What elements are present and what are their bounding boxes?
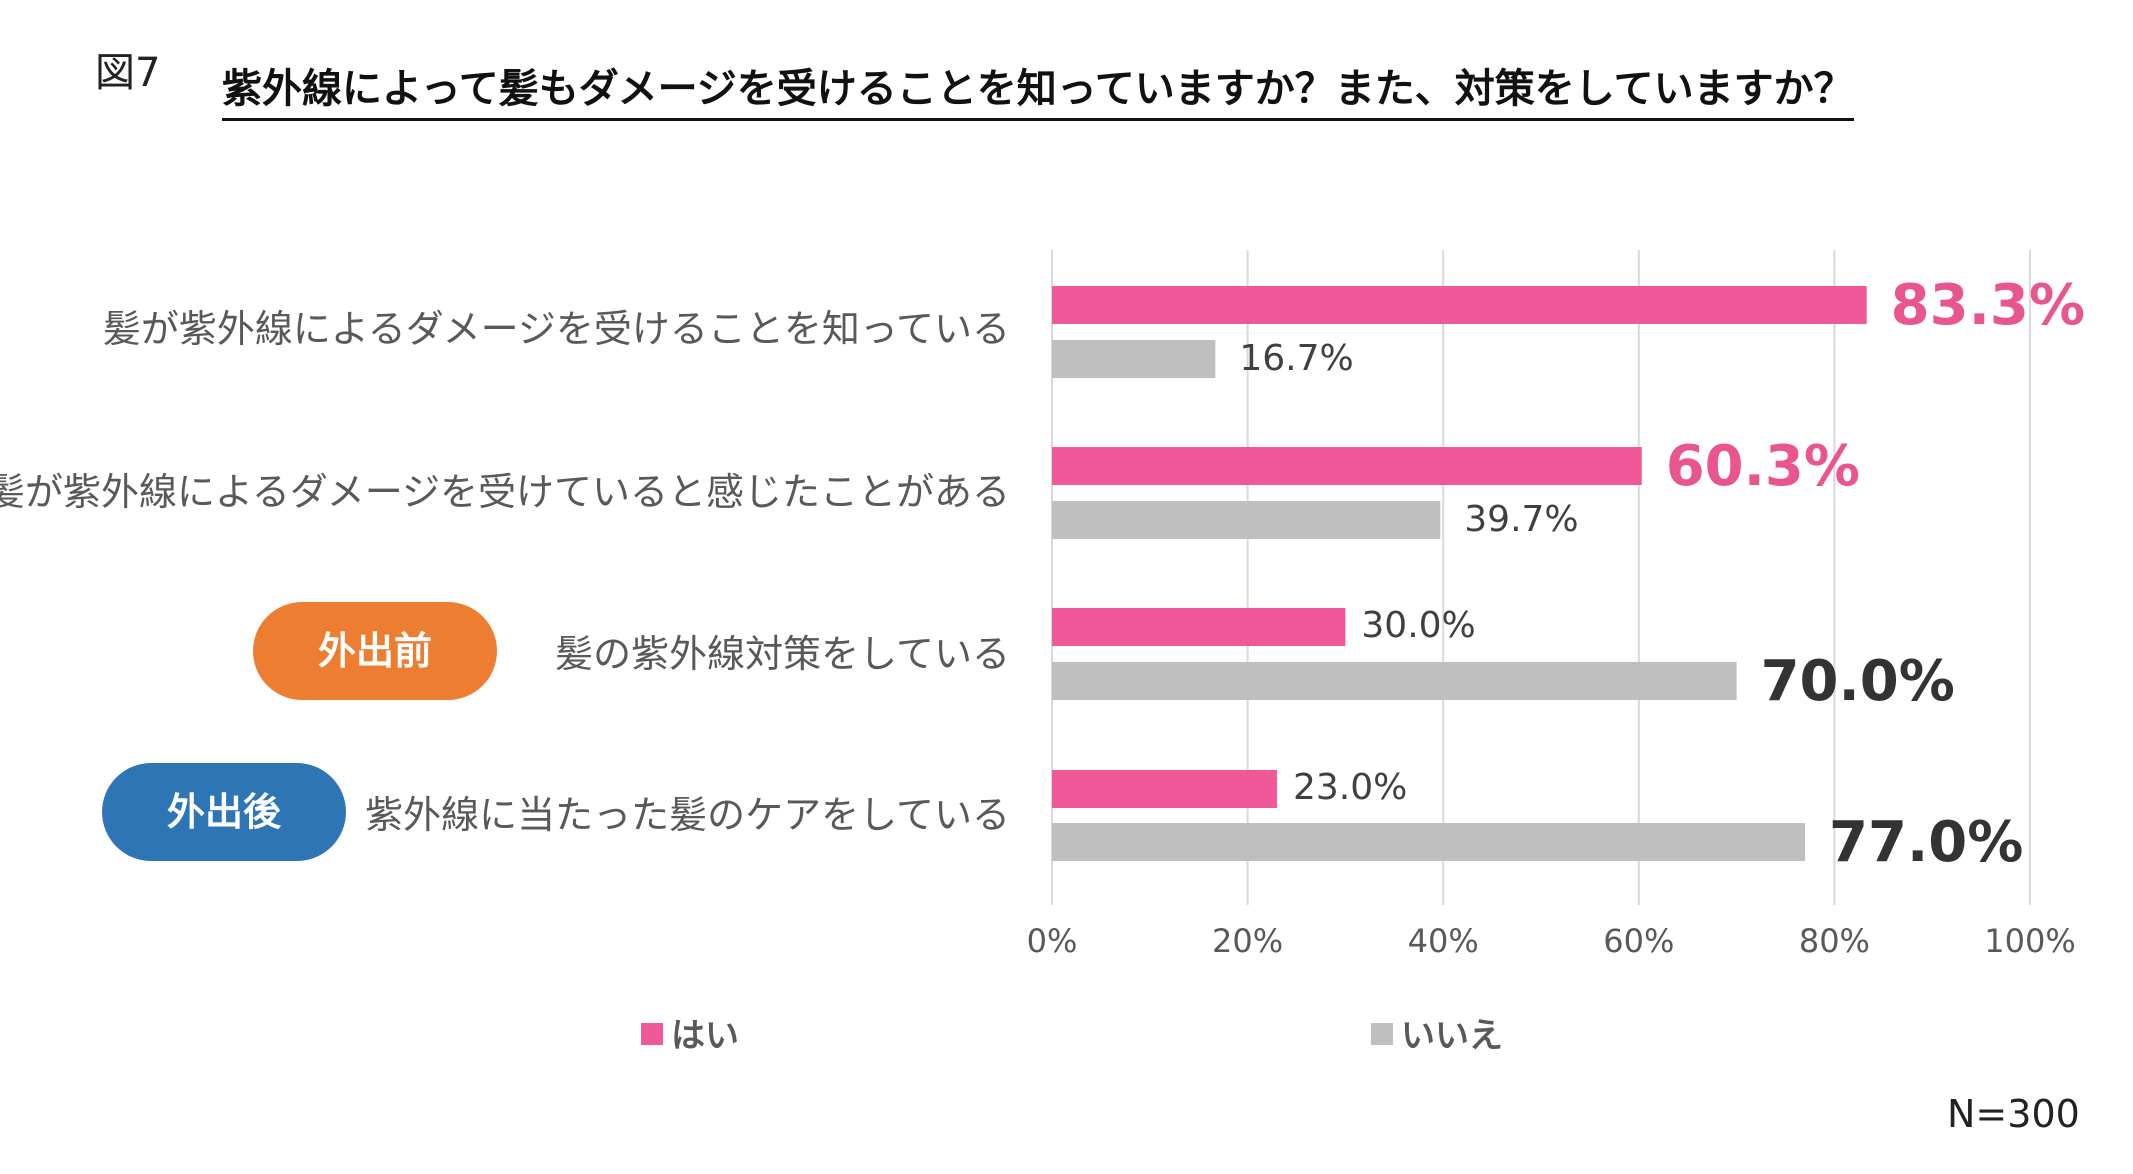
- category-tag-pill: [253, 602, 497, 700]
- category-tag-3: 外出後: [102, 763, 346, 861]
- category-tag-2: 外出前: [253, 602, 497, 700]
- category-label: 紫外線に当たった髪のケアをしている: [365, 793, 1010, 837]
- data-label-no: 16.7%: [1239, 338, 1353, 379]
- data-label-no: 39.7%: [1464, 499, 1578, 540]
- bar-no: [1052, 501, 1441, 539]
- data-labels: 83.3% 60.3% 30.0% 23.0% 16.7% 39.7% 70.0% 77.0%: [1239, 273, 2085, 875]
- x-tick-label: 100%: [1984, 922, 2075, 960]
- x-tick-label: 20%: [1212, 922, 1283, 960]
- category-label: 髪の紫外線対策をしている: [555, 632, 1010, 676]
- category-label: 髪が紫外線によるダメージを受けることを知っている: [103, 307, 1010, 351]
- data-label-no: 77.0%: [1829, 810, 2023, 875]
- x-tick-label: 60%: [1603, 922, 1674, 960]
- x-tick-label: 40%: [1408, 922, 1479, 960]
- data-label-yes: 60.3%: [1666, 434, 1860, 499]
- data-label-yes: 23.0%: [1293, 767, 1407, 808]
- category-tag-text: 外出前: [318, 629, 432, 673]
- category-tag-pill: [102, 763, 346, 861]
- bars: [1052, 286, 1867, 861]
- bar-no: [1052, 823, 1806, 861]
- legend-label: いいえ: [1401, 1016, 1503, 1056]
- data-label-yes: 30.0%: [1361, 605, 1475, 646]
- bar-yes: [1052, 770, 1277, 808]
- legend: はい いいえ: [641, 1016, 1503, 1056]
- legend-swatch: [641, 1023, 663, 1045]
- sample-size-note: N=300: [1947, 1092, 2080, 1136]
- data-label-yes: 83.3%: [1891, 273, 2085, 338]
- chart-title: 紫外線によって髪もダメージを受けることを知っていますか？また、対策をしていますか…: [222, 56, 1854, 121]
- bar-yes: [1052, 608, 1346, 646]
- legend-label: はい: [671, 1016, 739, 1056]
- legend-item-0: はい: [641, 1016, 739, 1056]
- x-tick-label: 80%: [1799, 922, 1870, 960]
- x-tick-label: 0%: [1027, 922, 1078, 960]
- bar-yes: [1052, 447, 1642, 485]
- category-labels: 髪が紫外線によるダメージを受けることを知っている髪が紫外線によるダメージを受けて…: [0, 307, 1010, 837]
- bar-no: [1052, 662, 1737, 700]
- category-label: 髪が紫外線によるダメージを受けていると感じたことがある: [0, 470, 1010, 514]
- data-label-no: 70.0%: [1761, 649, 1955, 714]
- bar-no: [1052, 340, 1216, 378]
- category-tag-text: 外出後: [167, 790, 282, 834]
- figure-label: 図7: [95, 50, 161, 96]
- x-axis-ticks: 0% 20% 40% 60% 80% 100%: [1027, 922, 2076, 960]
- legend-item-1: いいえ: [1371, 1016, 1503, 1056]
- legend-swatch: [1371, 1023, 1393, 1045]
- bar-yes: [1052, 286, 1867, 324]
